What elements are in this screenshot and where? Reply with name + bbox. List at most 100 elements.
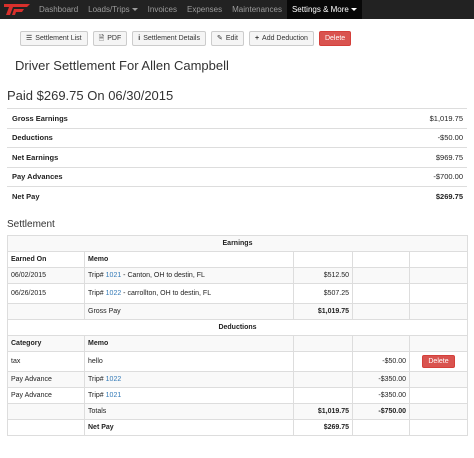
empty-cell — [352, 335, 410, 352]
pdf-button[interactable]: 🗎 PDF — [92, 31, 128, 46]
settlement-details-label: Settlement Details — [143, 35, 200, 42]
amount-cell: -$50.00 — [352, 351, 410, 372]
table-row: Pay Advance Trip# 1022 -$350.00 — [7, 371, 468, 388]
column-header-category: Category — [7, 335, 85, 352]
empty-cell — [352, 303, 410, 320]
earnings-section-header: Earnings — [7, 235, 468, 252]
category-cell: Pay Advance — [7, 371, 85, 388]
trip-route: - carrollton, OH to destin, FL — [121, 290, 212, 297]
empty-cell — [293, 351, 353, 372]
empty-cell — [293, 371, 353, 388]
empty-cell — [7, 403, 85, 420]
page-title: Driver Settlement For Allen Campbell — [15, 58, 229, 73]
logo-icon — [4, 4, 30, 15]
summary-label: Pay Advances — [12, 172, 63, 182]
plus-icon: + — [254, 35, 260, 42]
amount-cell: $512.50 — [293, 267, 353, 284]
nav-maintenances[interactable]: Maintenances — [232, 5, 282, 14]
empty-cell — [352, 419, 410, 436]
settlement-list-label: Settlement List — [35, 35, 82, 42]
column-header-earned-on: Earned On — [7, 251, 85, 268]
summary-row-net-earnings: Net Earnings $969.75 — [7, 147, 467, 167]
trip-prefix: Trip# — [88, 272, 104, 279]
amount-cell: -$350.00 — [352, 371, 410, 388]
nav-invoices[interactable]: Invoices — [147, 5, 177, 14]
gross-pay-row: Gross Pay $1,019.75 — [7, 303, 468, 320]
delete-deduction-button[interactable]: Delete — [422, 355, 455, 368]
settlement-table: Earnings Earned On Memo 06/02/2015 Trip#… — [7, 235, 468, 436]
empty-cell — [293, 335, 353, 352]
trip-route: - Canton, OH to destin, FL — [121, 272, 205, 279]
earnings-columns-row: Earned On Memo — [7, 251, 468, 268]
nav-dashboard[interactable]: Dashboard — [39, 5, 79, 14]
trip-link[interactable]: 1021 — [105, 272, 122, 279]
memo-cell: Trip# 1022 - carrollton, OH to destin, F… — [84, 283, 294, 304]
nav-settings-more[interactable]: Settings & More — [286, 0, 362, 19]
trip-link[interactable]: 1022 — [105, 290, 122, 297]
delete-button[interactable]: Delete — [318, 31, 352, 46]
brand-logo[interactable] — [0, 0, 34, 19]
list-icon: ☰ — [26, 35, 33, 42]
trip-link[interactable]: 1021 — [105, 392, 122, 399]
empty-cell — [293, 251, 353, 268]
memo-cell: Trip# 1021 - Canton, OH to destin, FL — [84, 267, 294, 284]
summary-value: -$50.00 — [437, 133, 463, 143]
totals-deductions-value: -$750.00 — [352, 403, 410, 420]
nav-settings-more-label: Settings & More — [291, 5, 349, 14]
settlement-list-button[interactable]: ☰ Settlement List — [20, 31, 88, 46]
empty-cell — [352, 251, 410, 268]
gross-pay-label: Gross Pay — [84, 303, 294, 320]
empty-cell — [409, 371, 468, 388]
column-header-memo: Memo — [84, 335, 294, 352]
empty-cell — [409, 419, 468, 436]
chevron-down-icon — [131, 8, 138, 12]
summary-value: $969.75 — [435, 152, 463, 162]
empty-cell — [293, 387, 353, 404]
table-row: 06/02/2015 Trip# 1021 - Canton, OH to de… — [7, 267, 468, 284]
empty-cell — [409, 387, 468, 404]
empty-cell — [409, 303, 468, 320]
summary-label: Gross Earnings — [12, 113, 68, 123]
deductions-header-row: Deductions — [7, 319, 468, 336]
summary-label: Net Earnings — [12, 152, 59, 162]
summary-row-pay-advances: Pay Advances -$700.00 — [7, 166, 467, 187]
empty-cell — [409, 403, 468, 420]
summary-row-net-pay: Net Pay $269.75 — [7, 186, 467, 206]
add-deduction-label: Add Deduction — [262, 35, 308, 42]
empty-cell — [7, 303, 85, 320]
summary-table: Gross Earnings $1,019.75 Deductions -$50… — [7, 108, 467, 206]
nav-loads-trips[interactable]: Loads/Trips — [83, 0, 143, 19]
table-row: 06/26/2015 Trip# 1022 - carrollton, OH t… — [7, 283, 468, 304]
action-cell: Delete — [409, 351, 468, 372]
deductions-columns-row: Category Memo — [7, 335, 468, 352]
gross-pay-value: $1,019.75 — [293, 303, 353, 320]
empty-cell — [409, 251, 468, 268]
edit-button[interactable]: ✎ Edit — [211, 31, 244, 46]
empty-cell — [352, 267, 410, 284]
earnings-header-row: Earnings — [7, 235, 468, 252]
file-icon: 🗎 — [98, 35, 105, 42]
info-icon: i — [138, 35, 141, 42]
nav-loads-trips-label: Loads/Trips — [88, 5, 130, 14]
summary-label: Net Pay — [12, 191, 40, 201]
summary-row-deductions: Deductions -$50.00 — [7, 127, 467, 148]
add-deduction-button[interactable]: + Add Deduction — [248, 31, 314, 46]
deductions-section-header: Deductions — [7, 319, 468, 336]
summary-row-gross-earnings: Gross Earnings $1,019.75 — [7, 108, 467, 128]
net-pay-value: $269.75 — [293, 419, 353, 436]
empty-cell — [409, 283, 468, 304]
edit-icon: ✎ — [217, 35, 223, 42]
trip-link[interactable]: 1022 — [105, 376, 122, 383]
summary-value: -$700.00 — [433, 172, 463, 182]
paid-status-title: Paid $269.75 On 06/30/2015 — [7, 88, 174, 103]
settlement-section-title: Settlement — [7, 219, 55, 230]
settlement-details-button[interactable]: i Settlement Details — [132, 31, 206, 46]
amount-cell: $507.25 — [293, 283, 353, 304]
summary-value: $269.75 — [435, 191, 463, 201]
trip-prefix: Trip# — [88, 290, 104, 297]
empty-cell — [7, 419, 85, 436]
table-row: tax hello -$50.00 Delete — [7, 351, 468, 372]
category-cell: tax — [7, 351, 85, 372]
amount-cell: -$350.00 — [352, 387, 410, 404]
nav-expenses[interactable]: Expenses — [187, 5, 223, 14]
